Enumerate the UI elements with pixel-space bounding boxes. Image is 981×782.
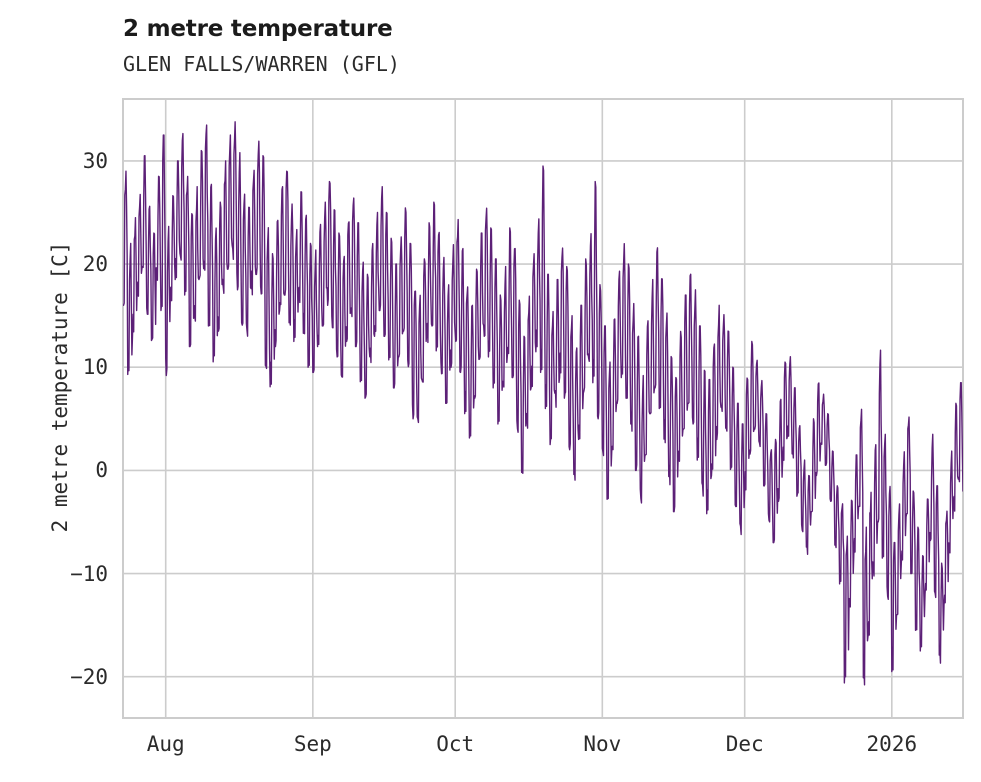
y-axis-tick-labels: 30 20 10 0 −10 −20	[0, 0, 108, 782]
x-tick-label: Sep	[293, 732, 332, 756]
x-tick-label: Oct	[436, 732, 475, 756]
temperature-series-line	[123, 121, 963, 686]
y-tick-label: 20	[82, 252, 108, 277]
x-tick-label: Aug	[146, 732, 185, 756]
plot-frame	[122, 98, 964, 719]
x-tick-label: Nov	[583, 732, 622, 756]
chart-subtitle: GLEN FALLS/WARREN (GFL)	[123, 52, 400, 76]
y-tick-label: −10	[70, 561, 108, 586]
x-tick-label: Dec	[725, 732, 764, 756]
y-tick-label: 0	[95, 458, 108, 483]
chart-title: 2 metre temperature	[123, 16, 393, 42]
y-tick-label: 30	[82, 148, 108, 173]
y-tick-label: −20	[70, 664, 108, 689]
y-tick-label: 10	[82, 355, 108, 380]
x-tick-label: 2026	[866, 732, 918, 756]
